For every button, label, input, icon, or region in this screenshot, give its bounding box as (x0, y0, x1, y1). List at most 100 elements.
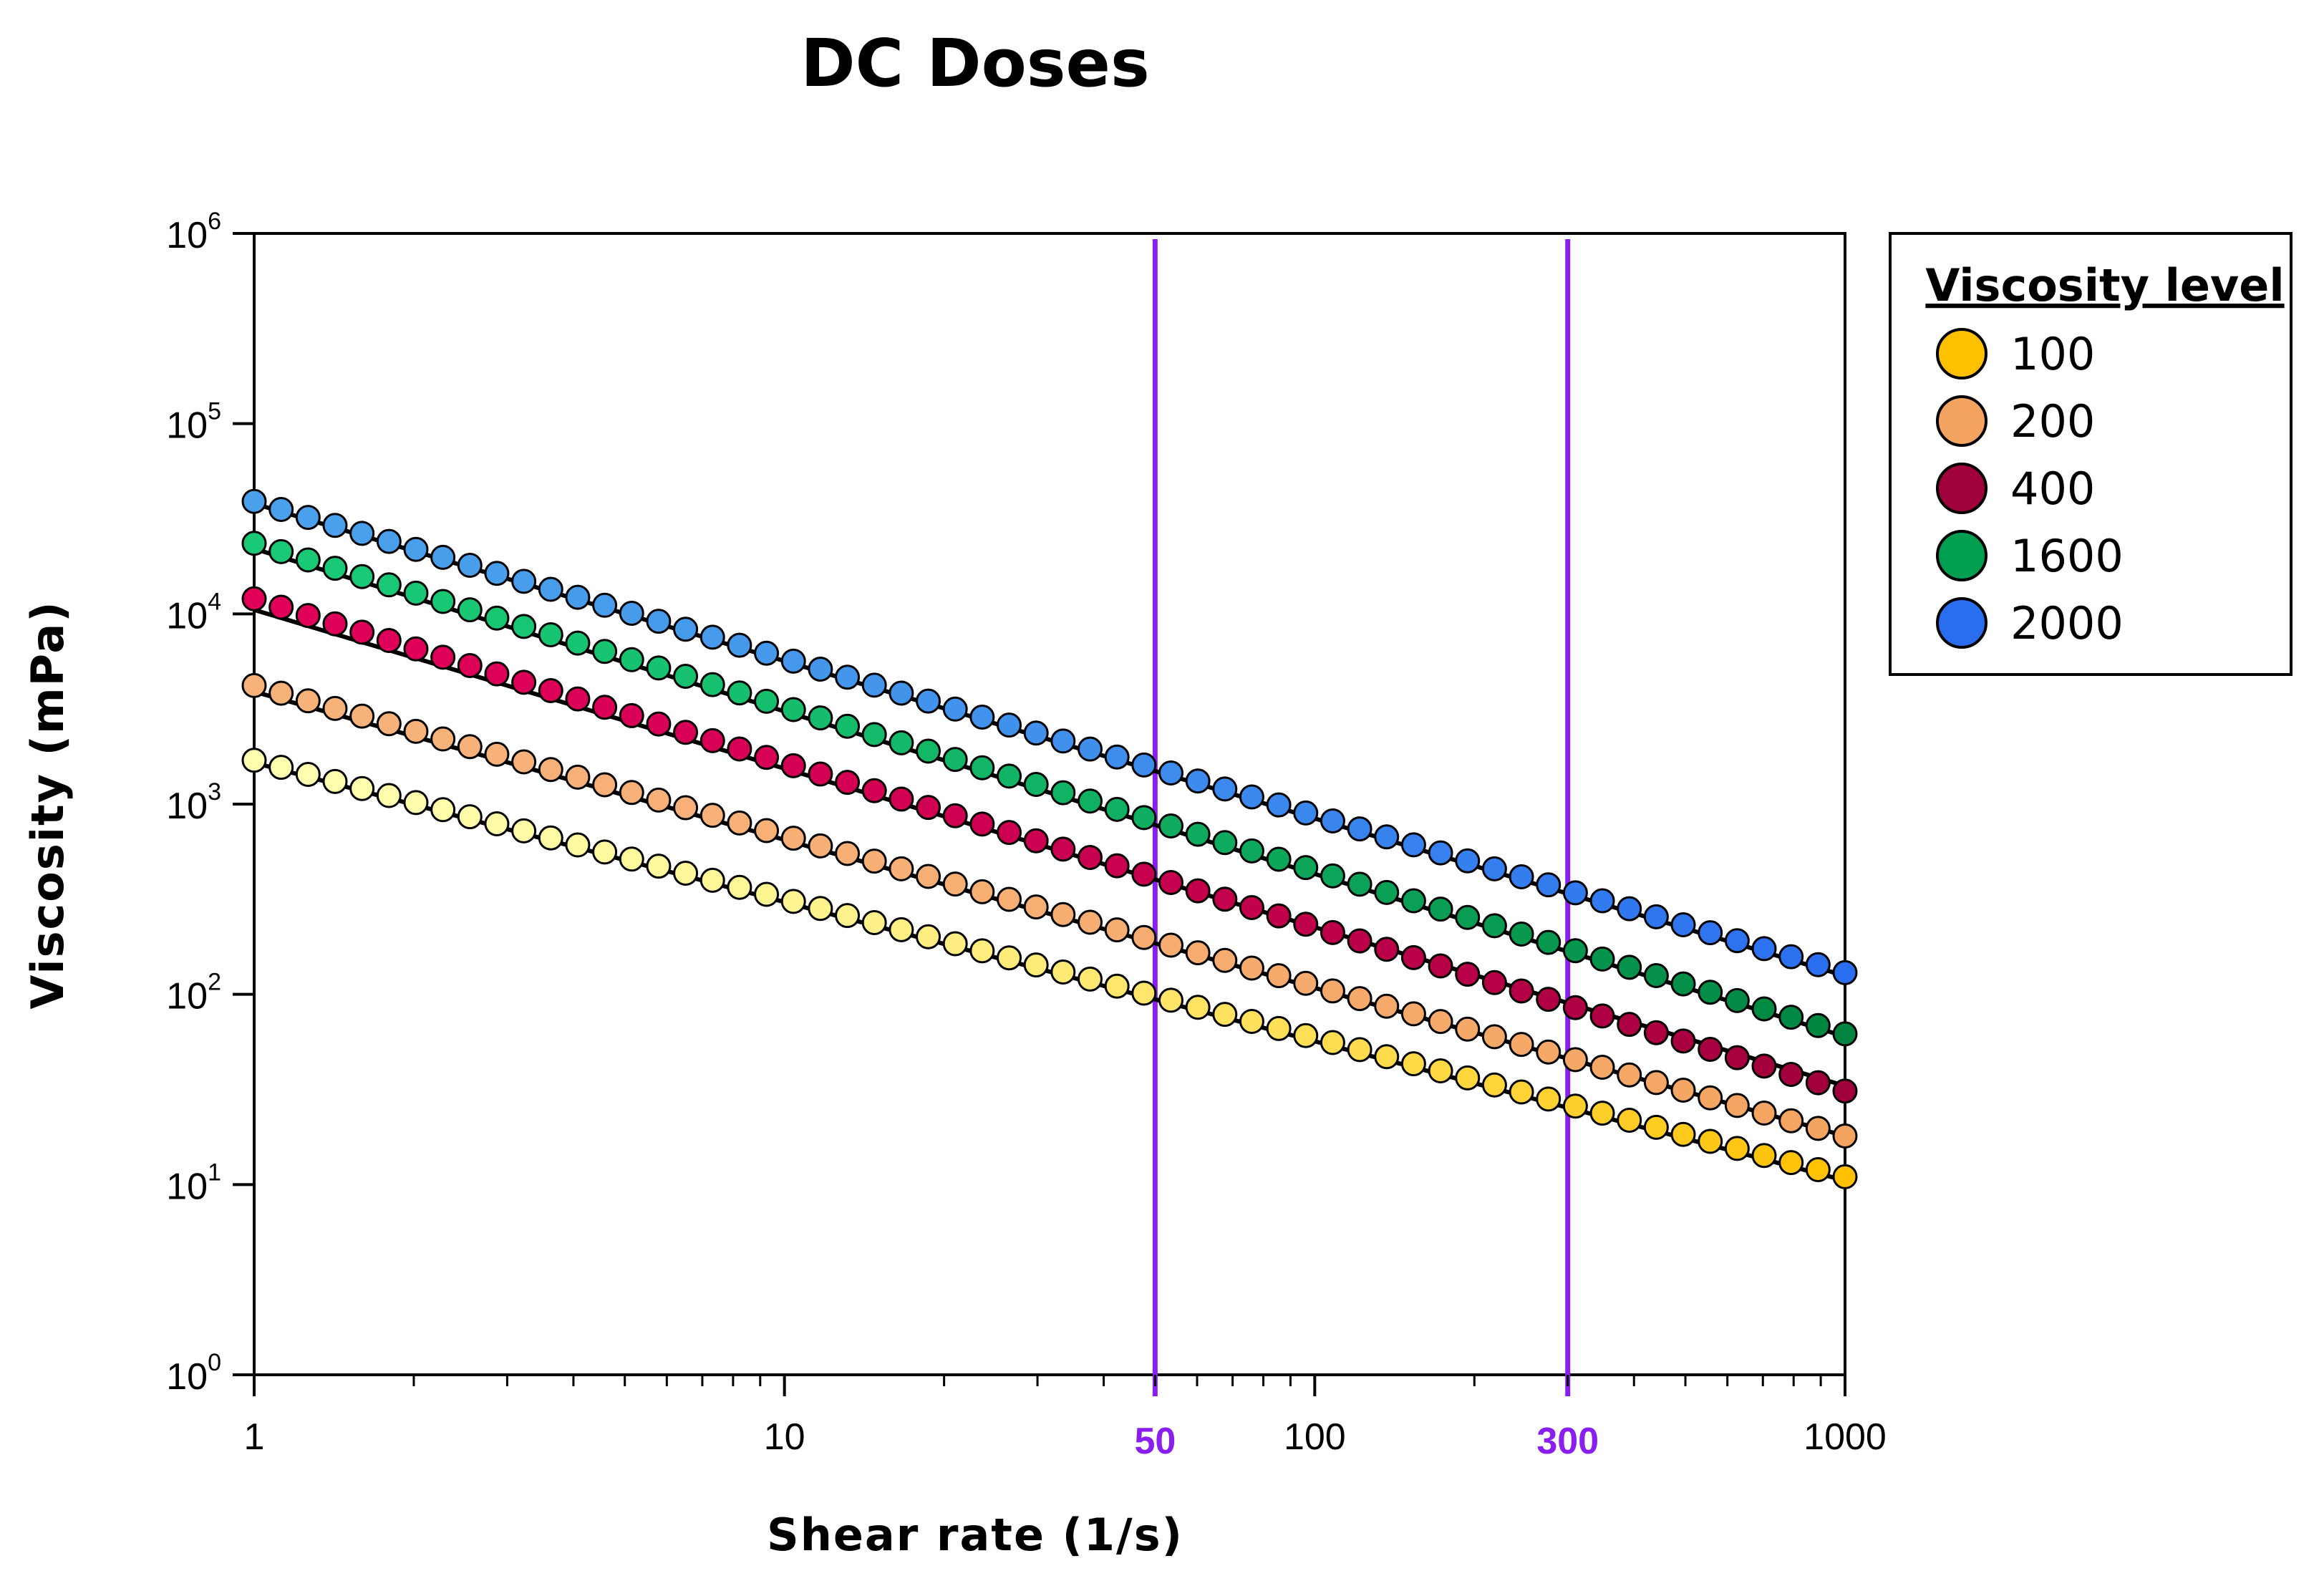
series-1600 (241, 531, 1858, 1047)
x-axis-ticks: 1 10 100 1000 (244, 1375, 1887, 1458)
data-point-400 (511, 669, 537, 695)
data-point-200 (1562, 1047, 1588, 1073)
data-point-1600 (1077, 788, 1103, 814)
data-point-2000 (565, 584, 591, 610)
data-point-200 (699, 803, 725, 828)
data-point-2000 (511, 569, 537, 594)
data-point-2000 (1589, 888, 1615, 914)
data-point-1600 (1805, 1012, 1831, 1038)
data-point-1600 (1509, 921, 1534, 947)
data-point-400 (403, 636, 429, 662)
data-point-2000 (969, 704, 995, 730)
data-point-1600 (592, 639, 618, 664)
data-point-1600 (1617, 954, 1642, 980)
data-point-100 (1131, 980, 1157, 1006)
data-point-100 (1751, 1143, 1777, 1169)
data-point-1600 (808, 705, 833, 731)
data-point-400 (538, 677, 563, 703)
data-point-1600 (241, 531, 267, 556)
data-point-1600 (1536, 929, 1562, 955)
data-point-200 (916, 864, 941, 889)
data-point-100 (646, 854, 672, 879)
data-point-400 (1158, 869, 1183, 895)
data-point-200 (511, 749, 537, 775)
x-tick-label: 10 (764, 1416, 805, 1458)
data-point-1600 (619, 647, 644, 672)
data-point-1600 (942, 747, 968, 773)
data-point-100 (1617, 1107, 1642, 1133)
data-point-400 (484, 661, 510, 687)
data-point-100 (1455, 1065, 1481, 1091)
data-point-200 (727, 810, 752, 836)
data-point-2000 (1778, 944, 1804, 970)
data-point-2000 (1347, 816, 1372, 842)
data-point-400 (780, 753, 806, 778)
data-point-200 (1212, 947, 1238, 973)
data-point-2000 (646, 609, 672, 634)
data-point-100 (376, 783, 402, 808)
data-point-2000 (484, 561, 510, 586)
legend-label-1600: 1600 (2010, 530, 2124, 582)
data-point-2000 (1400, 832, 1426, 858)
data-point-200 (1239, 955, 1264, 981)
data-point-1600 (1778, 1005, 1804, 1030)
data-point-2000 (889, 680, 914, 706)
data-point-400 (565, 686, 591, 712)
data-point-400 (942, 803, 968, 828)
data-point-2000 (1698, 920, 1723, 946)
data-point-200 (1724, 1093, 1750, 1118)
data-point-100 (295, 761, 321, 787)
data-point-200 (1131, 924, 1157, 950)
data-point-2000 (403, 536, 429, 562)
data-point-2000 (241, 488, 267, 514)
data-point-200 (592, 772, 618, 798)
y-tick-label: 104 (166, 588, 221, 637)
data-point-400 (1536, 987, 1562, 1012)
data-point-100 (484, 811, 510, 836)
data-point-400 (1589, 1003, 1615, 1029)
data-point-100 (1481, 1072, 1507, 1098)
data-point-2000 (1077, 736, 1103, 762)
data-point-200 (1104, 917, 1130, 943)
data-point-1600 (1832, 1021, 1858, 1047)
data-point-400 (1320, 919, 1345, 945)
data-point-400 (457, 653, 483, 679)
data-point-2000 (538, 576, 563, 602)
data-point-100 (861, 909, 887, 935)
data-point-2000 (349, 521, 375, 546)
data-point-2000 (1212, 776, 1238, 802)
y-axis-ticks: 100 101 102 103 104 105 106 (166, 208, 254, 1398)
data-point-2000 (1643, 904, 1669, 929)
data-point-2000 (1266, 792, 1292, 818)
data-point-1600 (1320, 863, 1345, 889)
data-point-200 (1293, 970, 1319, 996)
y-tick-label: 100 (166, 1349, 221, 1398)
series-100 (241, 748, 1858, 1189)
data-point-1600 (295, 547, 321, 573)
data-point-2000 (673, 617, 699, 642)
data-point-200 (1832, 1123, 1858, 1149)
data-point-100 (808, 896, 833, 922)
data-point-2000 (592, 592, 618, 618)
data-point-400 (241, 586, 267, 611)
data-point-1600 (1400, 888, 1426, 914)
data-point-400 (1185, 878, 1211, 904)
data-point-200 (1589, 1055, 1615, 1081)
data-point-2000 (1481, 856, 1507, 881)
data-point-100 (1293, 1023, 1319, 1048)
data-point-100 (1509, 1079, 1534, 1105)
data-point-200 (1698, 1085, 1723, 1111)
data-point-100 (1212, 1002, 1238, 1028)
y-tick-label: 101 (166, 1159, 221, 1207)
data-point-200 (780, 826, 806, 851)
data-point-1600 (1374, 879, 1400, 905)
data-point-1600 (646, 655, 672, 681)
legend-label-100: 100 (2010, 328, 2095, 380)
data-point-100 (699, 867, 725, 893)
data-point-1600 (1562, 938, 1588, 964)
data-point-100 (430, 797, 456, 823)
data-point-2000 (268, 496, 294, 522)
data-point-100 (1185, 995, 1211, 1020)
data-point-100 (538, 825, 563, 851)
data-point-200 (1347, 986, 1372, 1012)
